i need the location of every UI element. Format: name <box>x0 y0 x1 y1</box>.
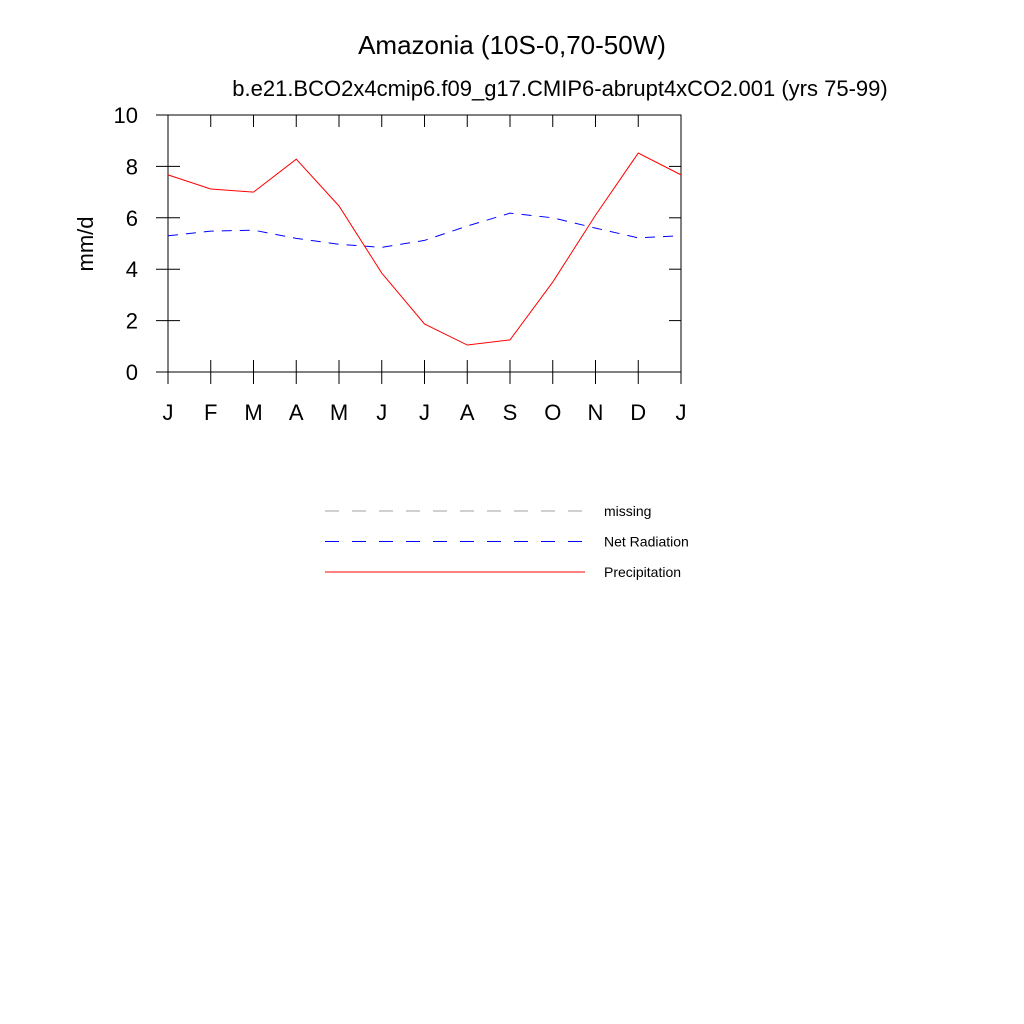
x-tick-label: D <box>630 400 646 425</box>
data-line <box>167 152 682 346</box>
x-tick-label: F <box>204 400 217 425</box>
x-tick-label: J <box>163 400 174 425</box>
data-line <box>167 212 682 248</box>
legend-label: missing <box>604 503 651 519</box>
x-tick-label: J <box>419 400 430 425</box>
y-tick-label: 4 <box>126 257 138 282</box>
y-axis-label: mm/d <box>73 217 98 272</box>
plot-frame <box>167 114 682 373</box>
y-tick-label: 8 <box>126 154 138 179</box>
y-tick-label: 2 <box>126 309 138 334</box>
x-tick-label: J <box>676 400 687 425</box>
y-tick-label: 10 <box>114 103 138 128</box>
x-tick-label: J <box>376 400 387 425</box>
x-tick-label: O <box>544 400 561 425</box>
chart-subtitle: b.e21.BCO2x4cmip6.f09_g17.CMIP6-abrupt4x… <box>232 76 887 101</box>
x-tick-label: M <box>330 400 348 425</box>
x-tick-label: S <box>503 400 518 425</box>
chart-title: Amazonia (10S-0,70-50W) <box>358 30 666 60</box>
x-tick-label: A <box>289 400 304 425</box>
x-tick-label: N <box>588 400 604 425</box>
legend-label: Precipitation <box>604 564 681 580</box>
y-tick-label: 0 <box>126 360 138 385</box>
x-tick-label: M <box>244 400 262 425</box>
x-tick-label: A <box>460 400 475 425</box>
legend-label: Net Radiation <box>604 534 689 550</box>
y-tick-label: 6 <box>126 206 138 231</box>
